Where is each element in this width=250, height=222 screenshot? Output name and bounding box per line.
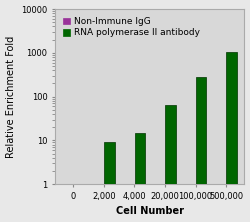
Bar [63, 184, 73, 222]
Bar [154, 184, 165, 222]
Bar [226, 52, 237, 222]
Bar [196, 77, 206, 222]
Bar [93, 184, 104, 222]
Bar [74, 184, 84, 222]
Bar [124, 184, 134, 222]
X-axis label: Cell Number: Cell Number [116, 206, 184, 216]
Legend: Non-Immune IgG, RNA polymerase II antibody: Non-Immune IgG, RNA polymerase II antibo… [62, 15, 202, 39]
Y-axis label: Relative Enrichment Fold: Relative Enrichment Fold [6, 36, 16, 158]
Bar [165, 105, 176, 222]
Bar [216, 184, 226, 222]
Bar [104, 143, 115, 222]
Bar [185, 184, 195, 222]
Bar [135, 133, 145, 222]
